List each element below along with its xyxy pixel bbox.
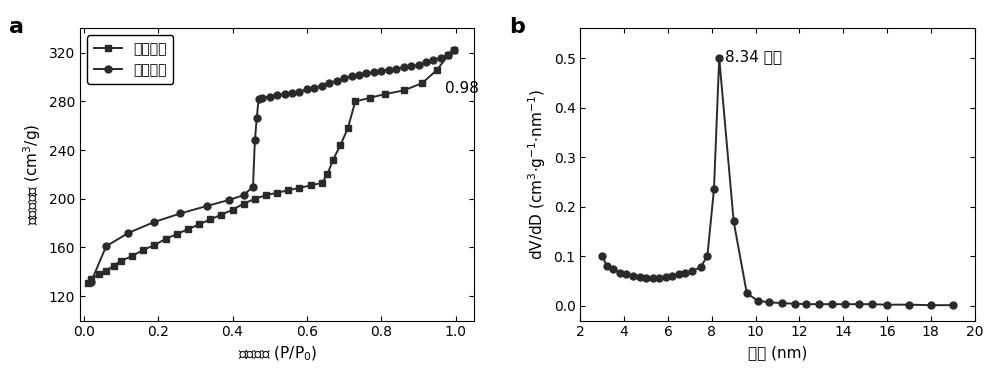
脱附曲线 xyxy=(368,70,380,74)
吸附曲线 xyxy=(379,92,391,97)
脱附曲线 xyxy=(223,198,235,202)
脱附曲线 xyxy=(427,58,439,62)
脱附曲线 xyxy=(264,94,276,99)
吸附曲线 xyxy=(227,207,239,212)
脱附曲线 xyxy=(360,71,372,76)
脱附曲线 xyxy=(247,184,259,189)
Text: a: a xyxy=(9,17,24,37)
脱附曲线 xyxy=(375,69,387,73)
吸附曲线 xyxy=(204,217,216,222)
吸附曲线 xyxy=(398,88,410,93)
吸附曲线 xyxy=(215,212,227,217)
吸附曲线 xyxy=(93,272,105,277)
吸附曲线 xyxy=(282,188,294,193)
脱附曲线 xyxy=(251,116,263,121)
吸附曲线 xyxy=(160,237,172,241)
脱附曲线 xyxy=(122,231,134,235)
吸附曲线 xyxy=(321,172,333,177)
脱附曲线 xyxy=(238,193,250,198)
脱附曲线 xyxy=(383,68,395,72)
脱附曲线 xyxy=(279,92,291,97)
吸附曲线 xyxy=(342,126,354,130)
脱附曲线 xyxy=(331,78,343,83)
脱附曲线 xyxy=(85,279,97,284)
吸附曲线 xyxy=(137,248,149,252)
脱附曲线 xyxy=(316,83,328,88)
Text: b: b xyxy=(509,17,525,37)
脱附曲线 xyxy=(201,204,213,208)
吸附曲线 xyxy=(182,227,194,231)
Text: 8.34 纳米: 8.34 纳米 xyxy=(725,49,782,65)
脱附曲线 xyxy=(353,72,365,77)
脱附曲线 xyxy=(271,93,283,98)
Line: 脱附曲线: 脱附曲线 xyxy=(88,47,457,285)
吸附曲线 xyxy=(316,180,328,185)
吸附曲线 xyxy=(293,185,305,190)
Text: 0.98: 0.98 xyxy=(445,81,479,96)
脱附曲线 xyxy=(448,48,460,52)
吸附曲线 xyxy=(327,158,339,162)
Y-axis label: 体积吸附量 (cm$^3$/g): 体积吸附量 (cm$^3$/g) xyxy=(21,124,43,225)
脱附曲线 xyxy=(301,87,313,92)
Y-axis label: dV/dD (cm$^3$$\cdot$g$^{-1}$$\cdot$nm$^{-1}$): dV/dD (cm$^3$$\cdot$g$^{-1}$$\cdot$nm$^{… xyxy=(526,89,548,260)
脱附曲线 xyxy=(420,60,432,65)
脱附曲线 xyxy=(174,211,186,216)
Legend: 吸附曲线, 脱附曲线: 吸附曲线, 脱附曲线 xyxy=(87,35,173,84)
吸附曲线 xyxy=(431,68,443,72)
脱附曲线 xyxy=(286,90,298,95)
脱附曲线 xyxy=(293,89,305,94)
脱附曲线 xyxy=(253,97,265,101)
脱附曲线 xyxy=(148,220,160,224)
吸附曲线 xyxy=(193,222,205,226)
吸附曲线 xyxy=(115,259,127,263)
吸附曲线 xyxy=(260,193,272,198)
脱附曲线 xyxy=(390,66,402,71)
脱附曲线 xyxy=(308,86,320,90)
脱附曲线 xyxy=(435,55,447,60)
脱附曲线 xyxy=(249,138,261,142)
吸附曲线 xyxy=(82,280,94,285)
吸附曲线 xyxy=(442,53,454,57)
吸附曲线 xyxy=(416,81,428,86)
脱附曲线 xyxy=(323,81,335,86)
吸附曲线 xyxy=(448,48,460,52)
吸附曲线 xyxy=(85,277,97,282)
脱附曲线 xyxy=(442,53,454,57)
吸附曲线 xyxy=(364,95,376,100)
吸附曲线 xyxy=(305,183,317,188)
脱附曲线 xyxy=(413,63,425,67)
吸附曲线 xyxy=(148,243,160,247)
X-axis label: 孔径 (nm): 孔径 (nm) xyxy=(748,345,807,360)
脱附曲线 xyxy=(398,65,410,70)
脱附曲线 xyxy=(100,244,112,249)
脱附曲线 xyxy=(256,95,268,100)
吸附曲线 xyxy=(126,254,138,258)
脱附曲线 xyxy=(405,64,417,68)
Line: 吸附曲线: 吸附曲线 xyxy=(84,47,457,286)
X-axis label: 相对压力 (P/P$_0$): 相对压力 (P/P$_0$) xyxy=(238,345,317,363)
吸附曲线 xyxy=(349,99,361,104)
脱附曲线 xyxy=(338,76,350,81)
吸附曲线 xyxy=(334,143,346,147)
吸附曲线 xyxy=(171,232,183,236)
吸附曲线 xyxy=(100,268,112,273)
吸附曲线 xyxy=(108,263,120,268)
吸附曲线 xyxy=(249,196,261,201)
吸附曲线 xyxy=(271,190,283,195)
脱附曲线 xyxy=(346,74,358,78)
吸附曲线 xyxy=(238,201,250,206)
